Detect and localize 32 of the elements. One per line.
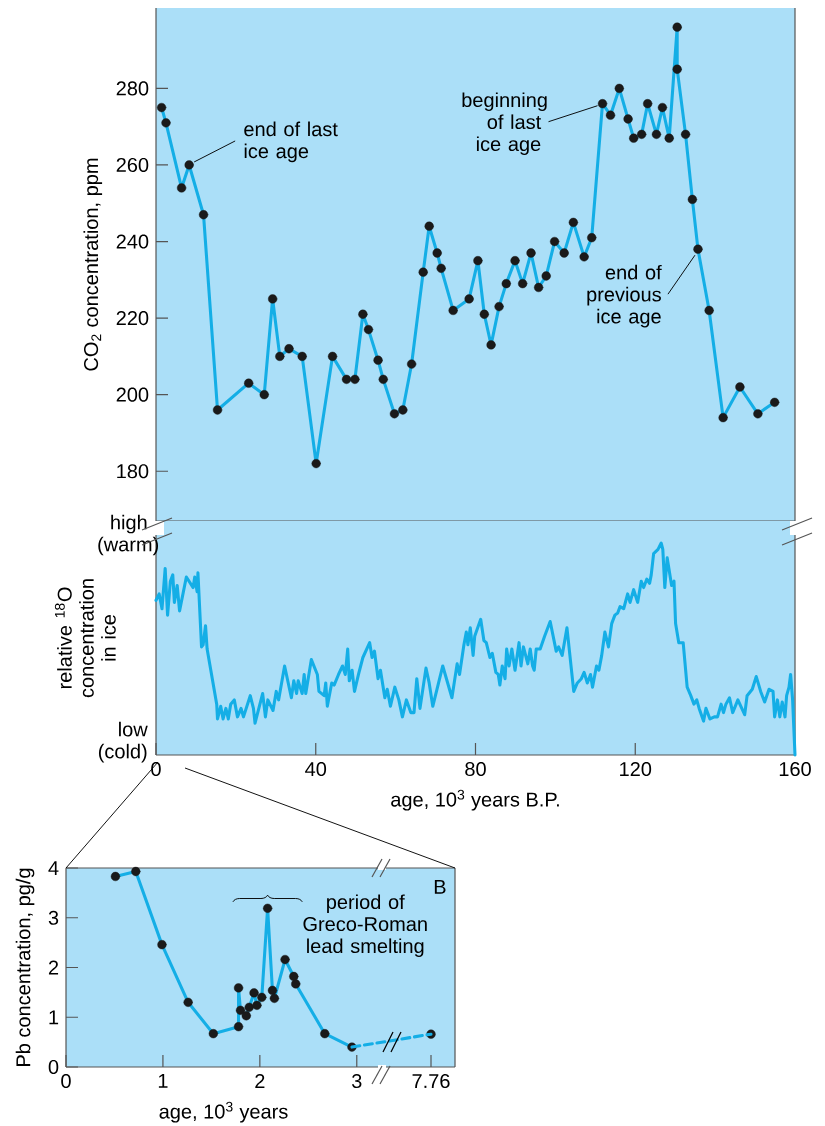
x-axis-title: age, 10$^{3}$ years <box>159 1101 288 1123</box>
y-tick-label: 4 <box>48 861 59 875</box>
x-tick-label: 0 <box>151 761 161 777</box>
x-tick-label: 160 <box>779 761 811 777</box>
y-tick-label: 1 <box>49 1010 59 1025</box>
x-tick-label: 7.76 <box>412 1073 450 1089</box>
y-tick-label: 240 <box>116 234 149 249</box>
y-tick-label: 280 <box>116 81 149 96</box>
y-tick-label: 3 <box>48 910 59 925</box>
x-tick-label: 40 <box>305 761 327 777</box>
text: low (cold) <box>98 721 148 763</box>
annotation: end of last ice age <box>244 121 338 163</box>
y-tick-label: 220 <box>116 311 149 326</box>
x-tick-label: 120 <box>620 761 652 777</box>
y-tick-label: 260 <box>116 157 149 173</box>
y-axis-title: Pb concentration, pg/g <box>15 868 35 1066</box>
annotation: end of previous ice age <box>587 264 662 328</box>
y-tick-label: 2 <box>48 960 59 975</box>
x-axis-title: age, 10$^{3}$ years B.P. <box>391 789 559 811</box>
x-tick-label: 2 <box>255 1073 265 1088</box>
y-tick-label: 0 <box>48 1059 59 1075</box>
y-axis-title: CO$_{2}$ concentration, ppm <box>83 158 103 371</box>
x-tick-label: 1 <box>158 1073 168 1088</box>
x-tick-label: 0 <box>61 1073 71 1089</box>
x-tick-label: 80 <box>465 761 486 777</box>
annotation: beginning of last ice age <box>462 92 547 156</box>
annotation: high (warm) <box>98 514 159 556</box>
annotation: period of Greco-Roman lead smelting <box>303 894 427 958</box>
y-tick-label: 180 <box>117 464 149 479</box>
annotation: B <box>434 880 446 894</box>
y-tick-label: 200 <box>116 387 149 402</box>
x-tick-label: 3 <box>351 1073 362 1089</box>
